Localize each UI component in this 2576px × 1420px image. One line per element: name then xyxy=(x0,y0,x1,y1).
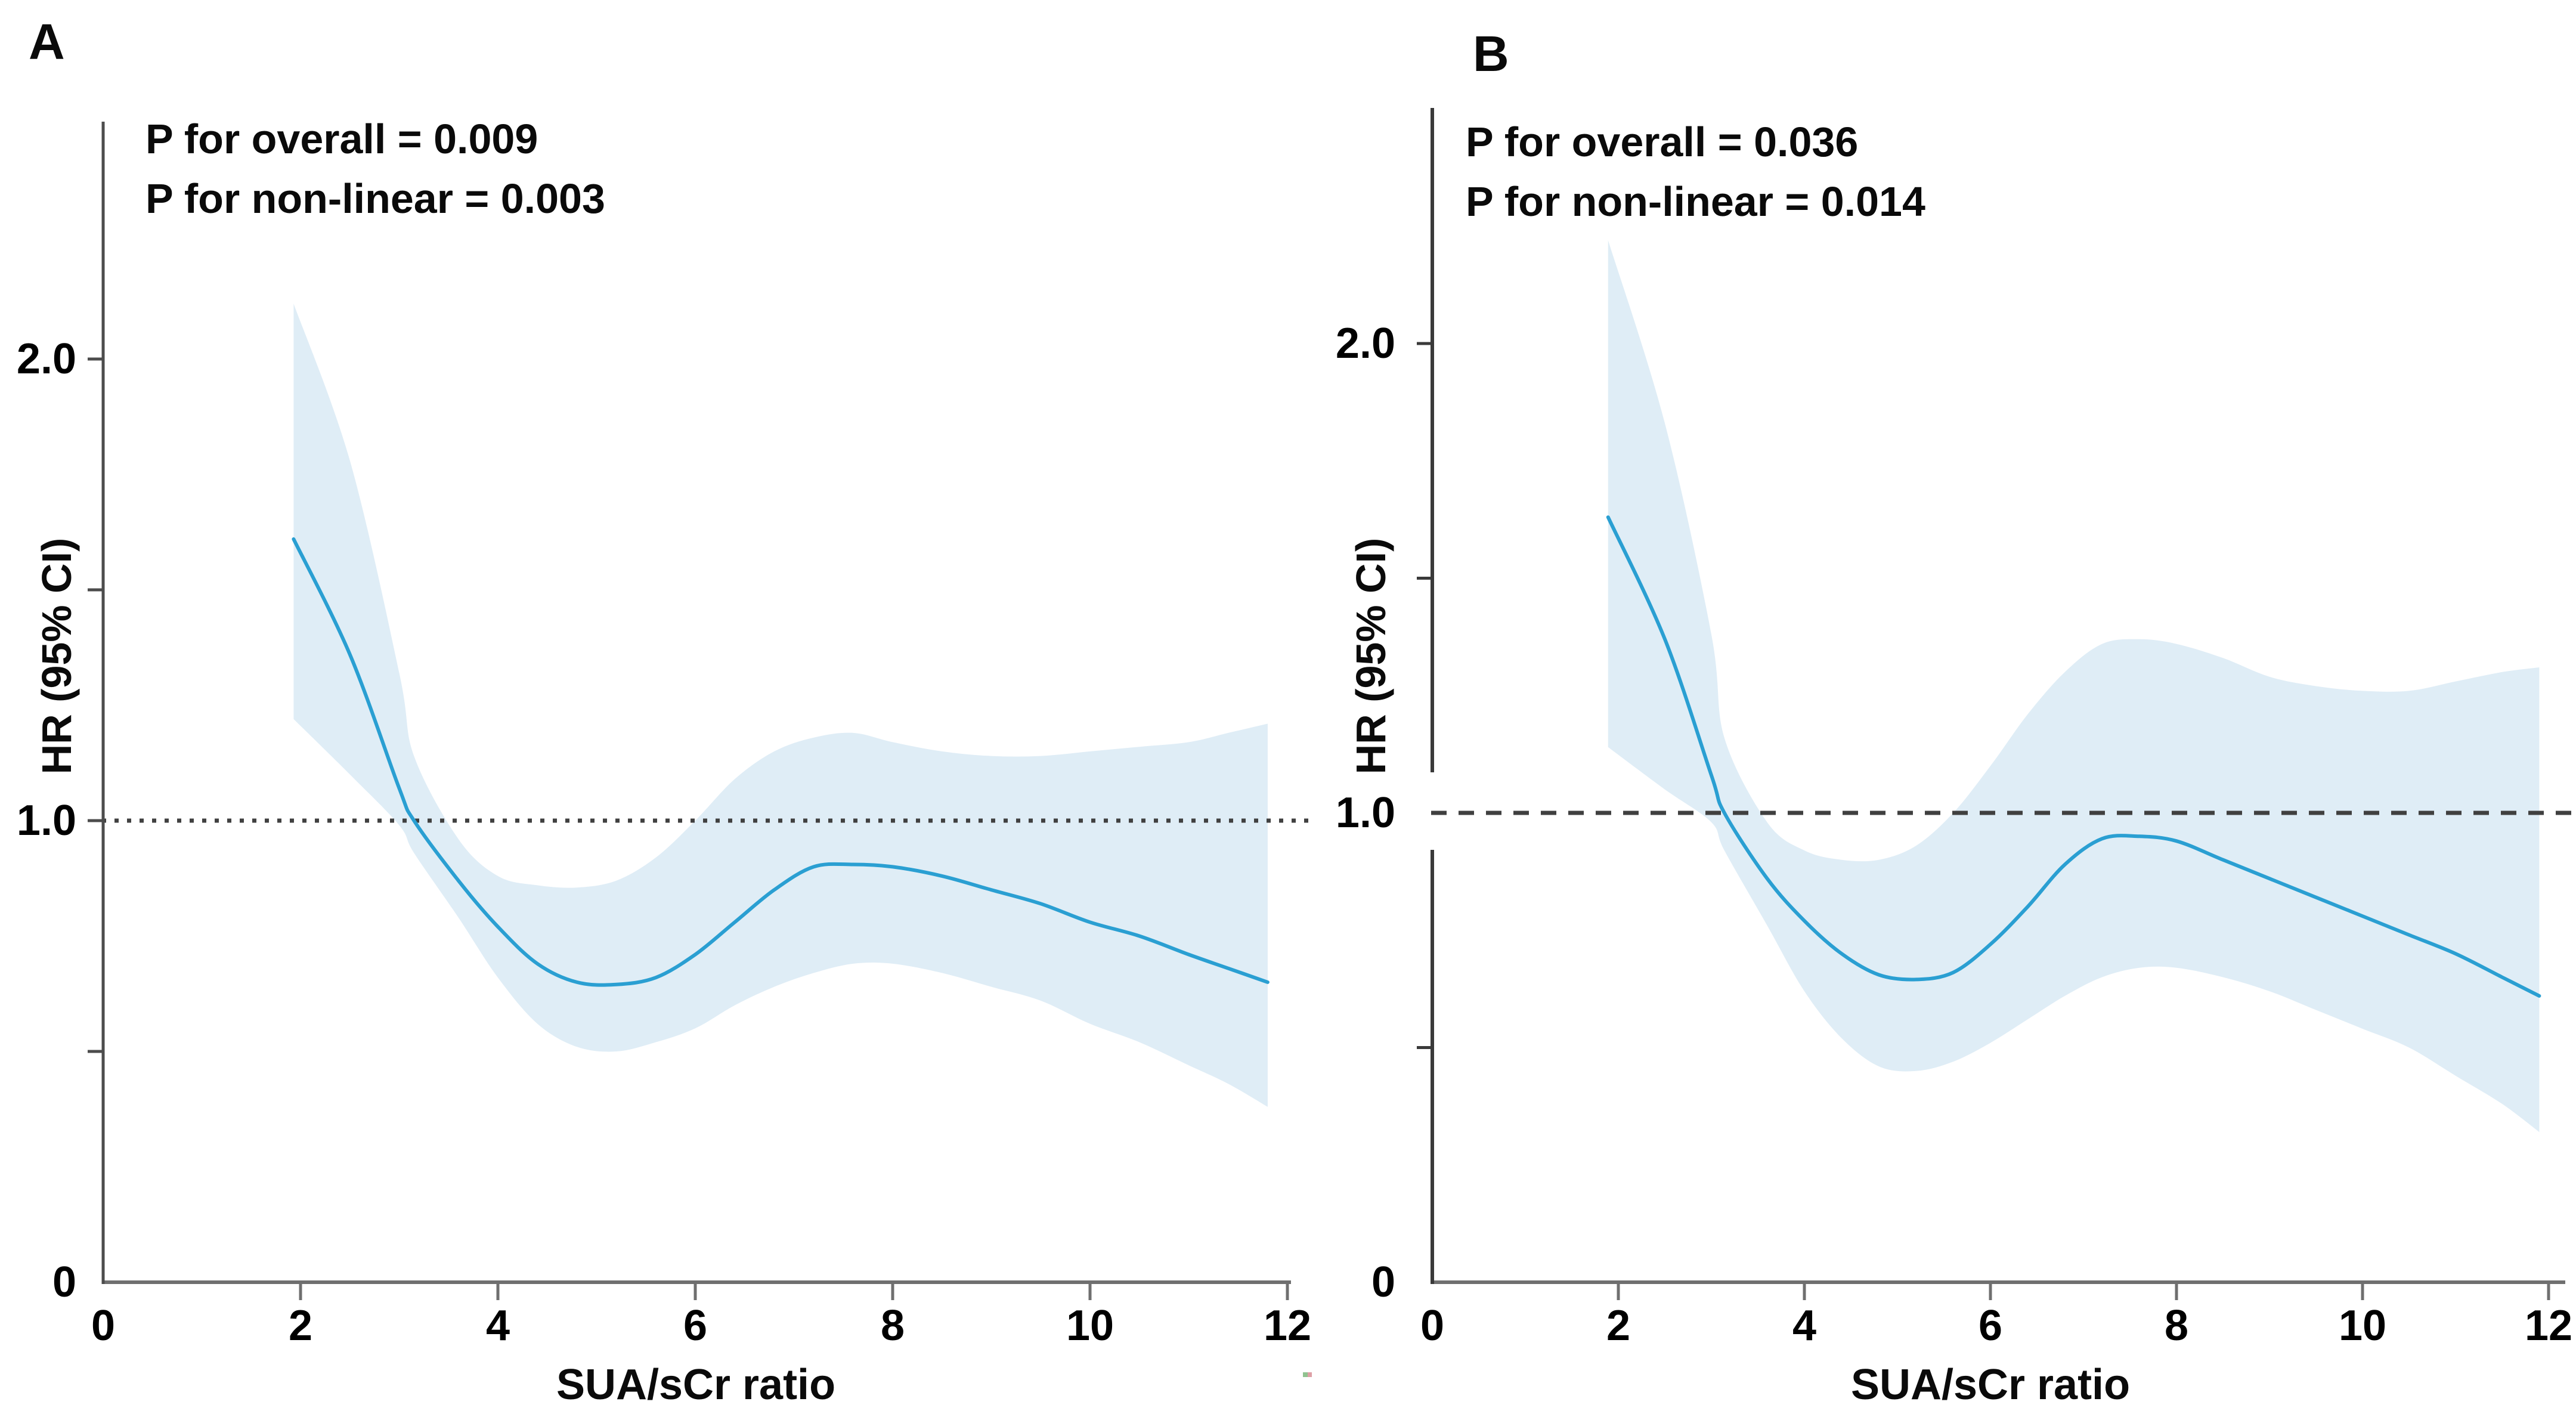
confidence-band-A xyxy=(293,304,1268,1107)
x-tick-label-A: 10 xyxy=(1066,1302,1114,1350)
y-tick-label-B: 2.0 xyxy=(1335,320,1395,367)
x-tick-label-B: 12 xyxy=(2524,1302,2573,1350)
hr-curve-B xyxy=(1606,515,2541,998)
panel-label-a: A xyxy=(29,14,65,70)
x-tick-label-B: 4 xyxy=(1792,1302,1817,1350)
x-tick-label-B: 8 xyxy=(2164,1302,2189,1350)
x-tick-label-A: 0 xyxy=(91,1302,116,1350)
x-tick-label-B: 2 xyxy=(1606,1302,1631,1350)
x-axis-title-b: SUA/sCr ratio xyxy=(1850,1361,2131,1409)
scan-artifact-dash xyxy=(1303,1372,1308,1377)
scan-artifact-dash xyxy=(1308,1372,1312,1377)
y-tick-label-B: 0 xyxy=(1371,1258,1395,1306)
x-tick-label-A: 4 xyxy=(485,1302,510,1350)
p-nonlinear-annotation-b: P for non-linear = 0.014 xyxy=(1466,178,1925,225)
x-tick-label-B: 10 xyxy=(2338,1302,2387,1350)
y-tick-label-B: 1.0 xyxy=(1335,789,1395,837)
panel-label-b: B xyxy=(1473,26,1509,82)
x-tick-label-A: 2 xyxy=(288,1302,313,1350)
p-overall-annotation-b: P for overall = 0.036 xyxy=(1466,119,1859,165)
confidence-band-B xyxy=(1608,240,2540,1133)
x-axis-title-a: SUA/sCr ratio xyxy=(556,1361,836,1409)
y-tick-label-A: 1.0 xyxy=(16,797,76,844)
x-tick-label-B: 0 xyxy=(1420,1302,1445,1350)
x-tick-label-B: 6 xyxy=(1978,1302,2003,1350)
y-tick-label-A: 2.0 xyxy=(16,335,76,383)
y-tick-label-A: 0 xyxy=(52,1258,76,1306)
x-tick-label-A: 12 xyxy=(1263,1302,1312,1350)
p-overall-annotation-a: P for overall = 0.009 xyxy=(145,116,538,162)
p-nonlinear-annotation-a: P for non-linear = 0.003 xyxy=(145,175,605,222)
x-tick-label-A: 6 xyxy=(683,1302,708,1350)
hr-curve-A xyxy=(292,537,1270,987)
x-tick-label-A: 8 xyxy=(880,1302,905,1350)
